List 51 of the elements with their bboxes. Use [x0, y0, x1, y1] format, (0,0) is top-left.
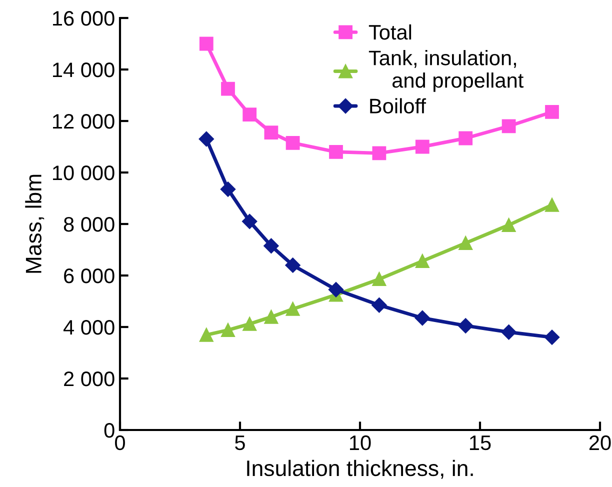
point [199, 36, 214, 51]
y-tick-label: 14 000 [53, 62, 114, 78]
point [198, 131, 214, 147]
y-tick-label: 6 000 [64, 268, 114, 284]
x-tick-label: 5 [235, 436, 245, 450]
y-tick-label: 8 000 [64, 217, 114, 232]
point [286, 302, 300, 316]
point [458, 236, 473, 250]
point [329, 144, 343, 159]
point [242, 214, 258, 229]
y-tick-label: 4 000 [63, 320, 114, 335]
point [458, 318, 474, 334]
point [220, 182, 236, 197]
point [242, 108, 257, 122]
legend-label: Tank, insulation, and propellant [368, 50, 524, 92]
point [372, 146, 386, 160]
point [415, 254, 430, 268]
point [545, 105, 559, 119]
x-axis-title: Insulation thickness, in. [247, 460, 473, 479]
x-tick-label: 20 [589, 435, 611, 450]
point [414, 310, 430, 326]
point [372, 272, 386, 286]
point [264, 238, 279, 254]
point [328, 282, 344, 298]
point [502, 218, 516, 232]
point [415, 140, 430, 154]
y-tick-label: 0 [104, 423, 114, 438]
legend-label: Total [368, 24, 412, 40]
x-tick-label: 15 [470, 436, 491, 450]
x-tick-label: 10 [350, 435, 371, 450]
point [264, 126, 278, 140]
point [264, 310, 278, 324]
legend-label: Boiloff [370, 98, 426, 114]
point [544, 330, 560, 345]
point [372, 298, 387, 313]
point [221, 82, 235, 96]
point [502, 119, 516, 134]
point [501, 324, 516, 340]
y-tick-label: 2 000 [64, 372, 114, 386]
point [545, 198, 559, 212]
x-tick-label: 0 [115, 435, 125, 450]
point [221, 323, 235, 338]
point [286, 136, 300, 150]
y-tick-label: 10 000 [53, 166, 114, 180]
y-axis-title: Mass, lbm [25, 174, 44, 273]
y-tick-label: 16 000 [53, 11, 114, 26]
y-tick-label: 12 000 [53, 114, 114, 129]
point [458, 131, 473, 146]
point [199, 328, 214, 342]
point [242, 316, 257, 331]
point [285, 258, 300, 273]
